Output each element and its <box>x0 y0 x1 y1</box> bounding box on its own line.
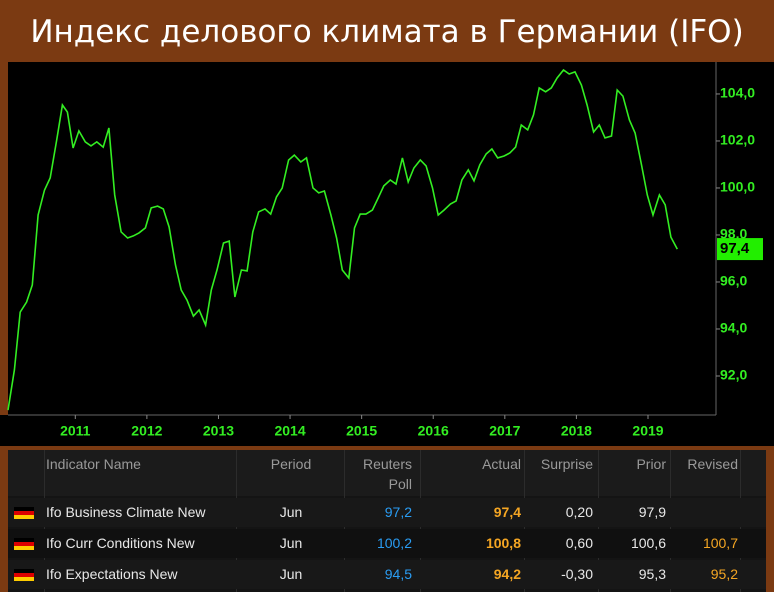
column-header: Period <box>270 456 312 472</box>
table-cell: Ifo Expectations New <box>46 566 178 582</box>
y-tick-label: 100,0 <box>720 179 755 195</box>
table-cell: -0,30 <box>561 566 593 582</box>
table-cell: Ifo Curr Conditions New <box>46 535 195 551</box>
table-cell: Ifo Business Climate New <box>46 504 206 520</box>
line <box>7 68 679 411</box>
row-bg <box>8 529 766 558</box>
table-cell: 97,2 <box>384 504 412 520</box>
y-tick-label: 92,0 <box>720 367 747 383</box>
table-cell: 0,20 <box>565 504 593 520</box>
table-cell: Jun <box>279 504 303 520</box>
x-tick-label: 2016 <box>418 423 449 439</box>
table-cell: 94,5 <box>384 566 412 582</box>
x-tick-label: 2012 <box>131 423 162 439</box>
table-cell: 100,8 <box>485 535 521 551</box>
table-cell: 0,60 <box>565 535 593 551</box>
x-tick-label: 2018 <box>561 423 592 439</box>
x-tick-label: 2014 <box>274 423 305 439</box>
y-tick-label: 102,0 <box>720 132 755 148</box>
x-tick-label: 2017 <box>489 423 520 439</box>
y-tick-label: 96,0 <box>720 273 747 289</box>
row-bg <box>8 560 766 589</box>
header-row-bg <box>8 450 766 496</box>
x-tick-label: 2013 <box>203 423 234 439</box>
current-value-box <box>717 238 763 261</box>
table-cell: Jun <box>279 535 303 551</box>
table-cell: 100,2 <box>376 535 412 551</box>
column-header: Indicator Name <box>46 456 141 472</box>
column-header: Prior <box>636 456 666 472</box>
chart: 92,0 94,0 96,0 98,0 100,0 102,0 104,0 2011 2012 2… <box>0 62 774 446</box>
y-tick-label: 98,0 <box>720 226 747 242</box>
plot-area <box>8 62 716 415</box>
table-cell: 94,2 <box>493 566 521 582</box>
table-cell: 100,7 <box>702 535 738 551</box>
column-header: Actual <box>482 456 521 472</box>
chart-title: Индекс делового климата в Германии (IFO) <box>30 14 744 50</box>
table-cell: Jun <box>279 566 303 582</box>
flag <box>14 538 34 550</box>
table-cell: 95,2 <box>710 566 738 582</box>
x-tick-label: 2019 <box>632 423 663 439</box>
x-axis-band <box>0 415 774 446</box>
row-bg <box>8 498 766 527</box>
flag <box>14 507 34 519</box>
column-header: Surprise <box>540 456 593 472</box>
table-cell: 97,4 <box>493 504 521 520</box>
x-tick-label: 2011 <box>60 423 91 439</box>
y-tick-label: 94,0 <box>720 320 747 336</box>
column-header: Reuters Poll <box>362 456 412 492</box>
table-cell: 95,3 <box>638 566 666 582</box>
x-tick-label: 2015 <box>346 423 377 439</box>
flag <box>14 569 34 581</box>
table-cell: 100,6 <box>630 535 666 551</box>
column-header: Revised <box>687 456 738 472</box>
y-tick-label: 104,0 <box>720 85 755 101</box>
table: Indicator Name Period Reuters Poll Actual Su… <box>8 450 766 592</box>
current-value-label: 97,4 <box>720 240 750 257</box>
table-cell: 97,9 <box>638 504 666 520</box>
